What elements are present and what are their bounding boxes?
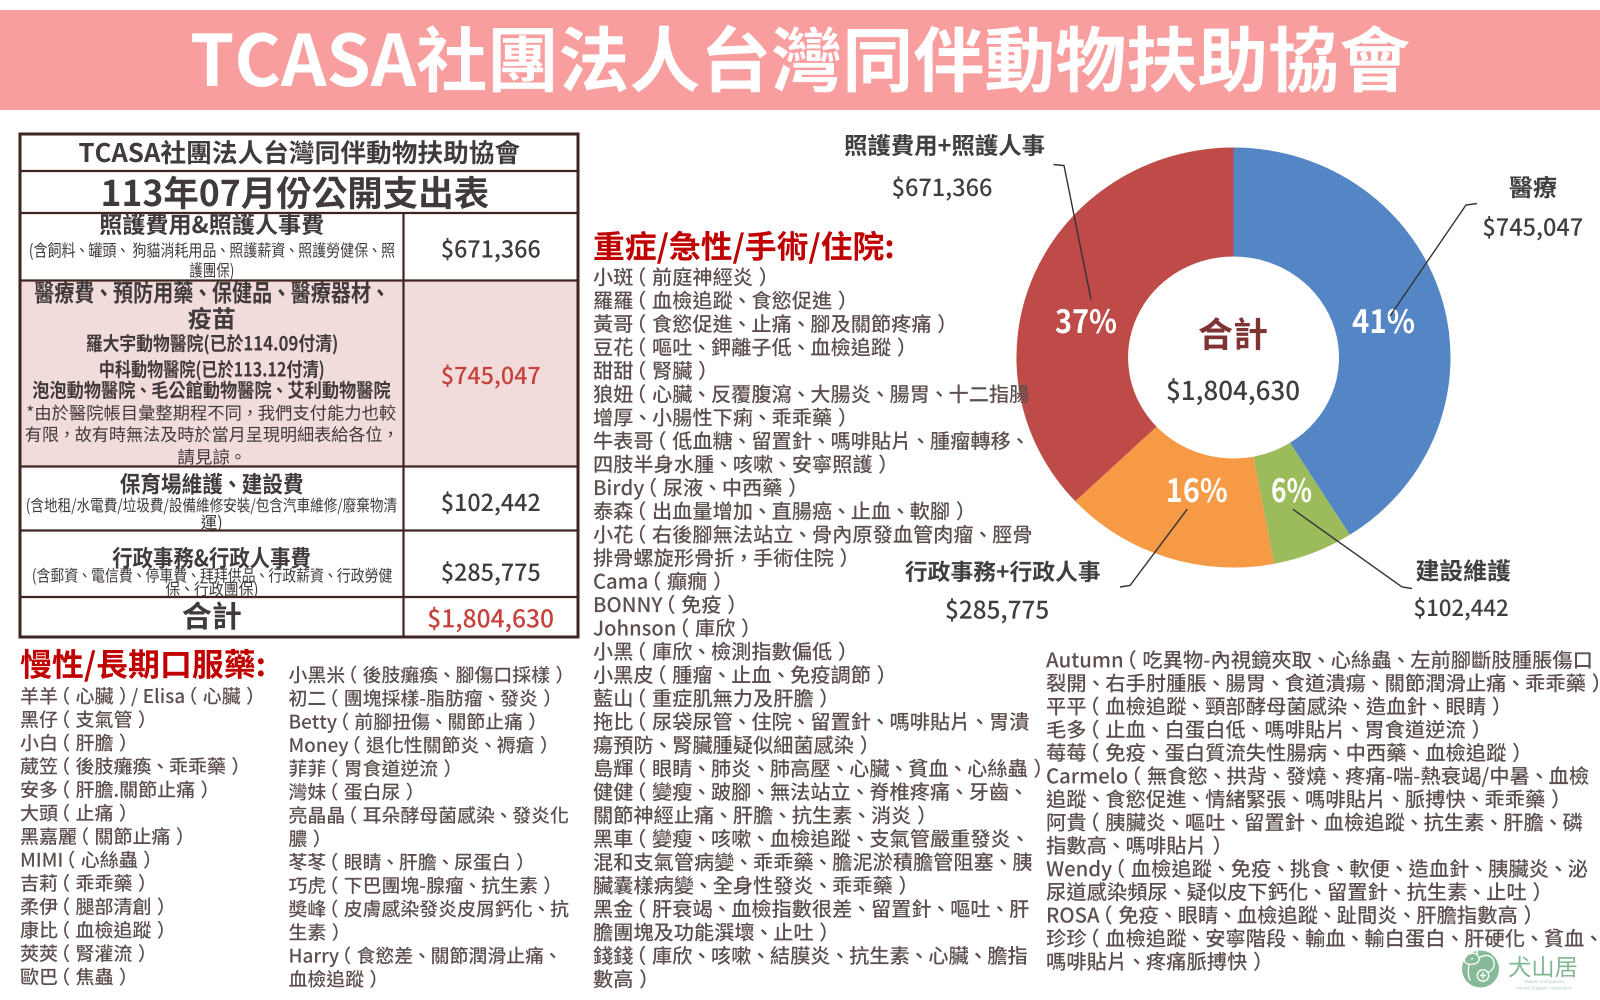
svg-text:Animal Support Association: Animal Support Association <box>1515 986 1572 991</box>
svg-text:Taiwan Companion: Taiwan Companion <box>1524 979 1564 984</box>
